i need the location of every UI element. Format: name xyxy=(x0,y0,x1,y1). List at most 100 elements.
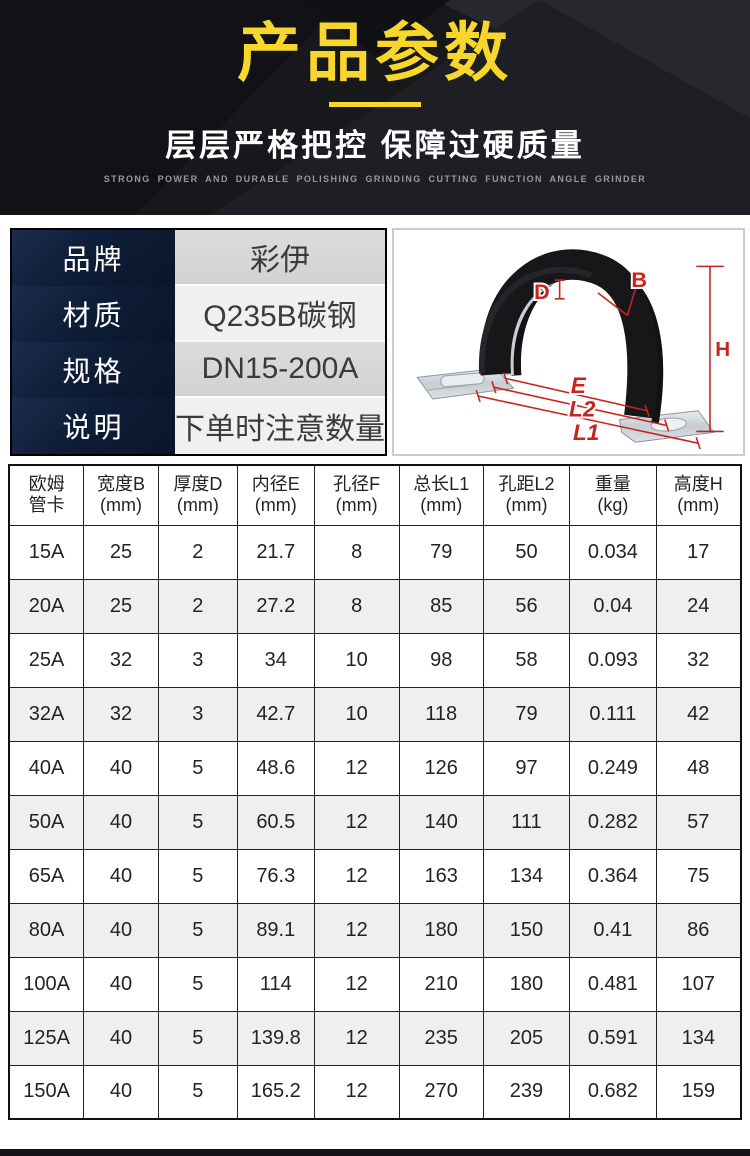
product-info-table: 品牌 彩伊 材质 Q235B碳钢 规格 DN15-200A 说明 下单时注意数量 xyxy=(10,228,387,456)
table-row: 100A 40 5 114 12 210 180 0.481 107 xyxy=(8,956,742,1012)
info-row-note: 说明 下单时注意数量 xyxy=(12,398,385,454)
clamp-left-foot xyxy=(416,368,515,400)
value-cell: 5 xyxy=(157,848,238,904)
value-cell: 57 xyxy=(655,794,742,850)
info-row-spec: 规格 DN15-200A xyxy=(12,342,385,398)
value-cell: 24 xyxy=(655,578,742,634)
value-cell: 210 xyxy=(398,956,484,1012)
col-header-weight: 重量 (kg) xyxy=(569,464,657,526)
col-header-thickness-d: 厚度D (mm) xyxy=(157,464,238,526)
col-header-width-b: 宽度B (mm) xyxy=(83,464,159,526)
value-cell: 126 xyxy=(398,740,484,796)
value-cell: 10 xyxy=(313,686,400,742)
info-label: 品牌 xyxy=(12,230,175,286)
value-cell: 0.481 xyxy=(569,956,657,1012)
value-cell: 98 xyxy=(398,632,484,688)
value-cell: 111 xyxy=(482,794,571,850)
product-diagram: B D H E L2 L1 xyxy=(392,228,745,456)
value-cell: 235 xyxy=(398,1010,484,1066)
value-cell: 48 xyxy=(655,740,742,796)
table-row: 25A 32 3 34 10 98 58 0.093 32 xyxy=(8,632,742,688)
value-cell: 76.3 xyxy=(236,848,315,904)
value-cell: 5 xyxy=(157,1010,238,1066)
info-row-brand: 品牌 彩伊 xyxy=(12,230,385,286)
value-cell: 5 xyxy=(157,956,238,1012)
tagline-english: STRONG POWER AND DURABLE POLISHING GRIND… xyxy=(103,174,647,185)
value-cell: 0.249 xyxy=(569,740,657,796)
value-cell: 8 xyxy=(313,524,400,580)
table-row: 80A 40 5 89.1 12 180 150 0.41 86 xyxy=(8,902,742,958)
table-row: 65A 40 5 76.3 12 163 134 0.364 75 xyxy=(8,848,742,904)
value-cell: 40 xyxy=(83,794,159,850)
value-cell: 159 xyxy=(655,1064,742,1120)
dim-label-h: H xyxy=(715,338,730,361)
value-cell: 0.093 xyxy=(569,632,657,688)
value-cell: 25 xyxy=(83,578,159,634)
col-header-hole-distance-l2: 孔距L2 (mm) xyxy=(482,464,571,526)
table-row: 125A 40 5 139.8 12 235 205 0.591 134 xyxy=(8,1010,742,1066)
value-cell: 5 xyxy=(157,902,238,958)
value-cell: 79 xyxy=(398,524,484,580)
info-value: 彩伊 xyxy=(175,230,385,286)
clamp-arch xyxy=(479,249,664,424)
value-cell: 180 xyxy=(398,902,484,958)
value-cell: 25 xyxy=(83,524,159,580)
table-row: 150A 40 5 165.2 12 270 239 0.682 159 xyxy=(8,1064,742,1120)
table-row: 50A 40 5 60.5 12 140 111 0.282 57 xyxy=(8,794,742,850)
spec-table-body: 15A 25 2 21.7 8 79 50 0.034 17 20A 25 2 27.2 8 85 56 0.0… xyxy=(8,524,742,1120)
info-label: 材质 xyxy=(12,286,175,342)
info-value: Q235B碳钢 xyxy=(175,286,385,342)
value-cell: 50 xyxy=(482,524,571,580)
table-row: 40A 40 5 48.6 12 126 97 0.249 48 xyxy=(8,740,742,796)
spec-table-wrap: 欧姆 管卡 宽度B (mm) 厚度D (mm) 内径E (mm) 孔径F (mm) 总长L… xyxy=(0,464,750,1120)
value-cell: 140 xyxy=(398,794,484,850)
spec-table: 欧姆 管卡 宽度B (mm) 厚度D (mm) 内径E (mm) 孔径F (mm) 总长L… xyxy=(8,464,742,1120)
value-cell: 12 xyxy=(313,848,400,904)
model-cell: 50A xyxy=(8,794,85,850)
dim-label-l2: L2 xyxy=(569,397,596,422)
value-cell: 34 xyxy=(236,632,315,688)
col-header-inner-dia-e: 内径E (mm) xyxy=(236,464,315,526)
col-header-hole-dia-f: 孔径F (mm) xyxy=(313,464,400,526)
value-cell: 2 xyxy=(157,578,238,634)
value-cell: 114 xyxy=(236,956,315,1012)
value-cell: 0.364 xyxy=(569,848,657,904)
value-cell: 150 xyxy=(482,902,571,958)
value-cell: 12 xyxy=(313,1064,400,1120)
dim-label-l1: L1 xyxy=(573,420,599,445)
value-cell: 107 xyxy=(655,956,742,1012)
dim-label-d: D xyxy=(534,279,550,304)
value-cell: 0.111 xyxy=(569,686,657,742)
dimension-lines xyxy=(475,265,724,450)
spec-table-header-row: 欧姆 管卡 宽度B (mm) 厚度D (mm) 内径E (mm) 孔径F (mm) 总长L… xyxy=(8,464,742,526)
pipe-clamp-dimension-drawing: B D H E L2 L1 xyxy=(416,249,732,450)
info-value: 下单时注意数量 xyxy=(175,398,385,454)
value-cell: 60.5 xyxy=(236,794,315,850)
value-cell: 134 xyxy=(655,1010,742,1066)
value-cell: 5 xyxy=(157,794,238,850)
value-cell: 10 xyxy=(313,632,400,688)
value-cell: 32 xyxy=(83,686,159,742)
value-cell: 3 xyxy=(157,686,238,742)
value-cell: 40 xyxy=(83,902,159,958)
value-cell: 5 xyxy=(157,1064,238,1120)
info-label: 规格 xyxy=(12,342,175,398)
value-cell: 12 xyxy=(313,794,400,850)
model-cell: 20A xyxy=(8,578,85,634)
value-cell: 48.6 xyxy=(236,740,315,796)
value-cell: 12 xyxy=(313,902,400,958)
model-cell: 125A xyxy=(8,1010,85,1066)
value-cell: 86 xyxy=(655,902,742,958)
value-cell: 79 xyxy=(482,686,571,742)
value-cell: 239 xyxy=(482,1064,571,1120)
table-row: 15A 25 2 21.7 8 79 50 0.034 17 xyxy=(8,524,742,580)
model-cell: 80A xyxy=(8,902,85,958)
subtitle: 层层严格把控 保障过硬质量 xyxy=(165,128,585,164)
value-cell: 0.282 xyxy=(569,794,657,850)
value-cell: 0.04 xyxy=(569,578,657,634)
col-header-model: 欧姆 管卡 xyxy=(8,464,85,526)
value-cell: 56 xyxy=(482,578,571,634)
value-cell: 40 xyxy=(83,1010,159,1066)
value-cell: 40 xyxy=(83,1064,159,1120)
model-cell: 65A xyxy=(8,848,85,904)
